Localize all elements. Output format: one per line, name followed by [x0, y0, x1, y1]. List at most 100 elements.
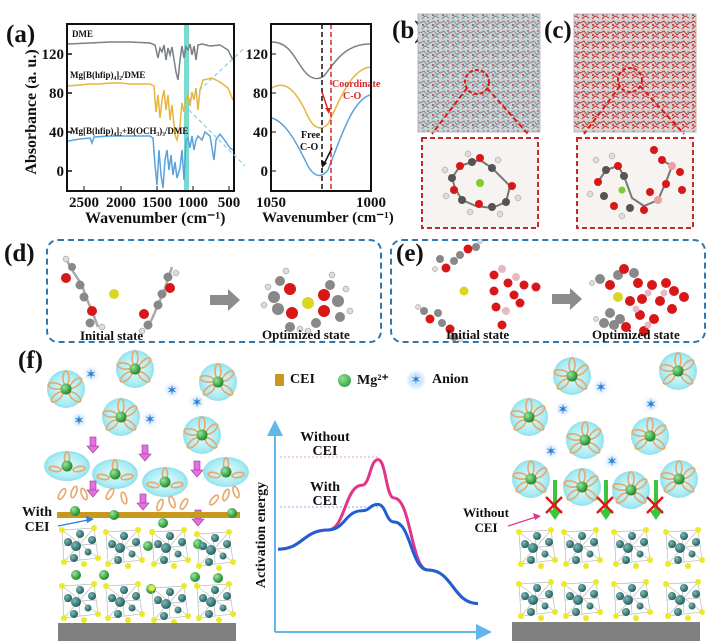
energy-without-label-2: CEI [313, 444, 338, 459]
legend-cei: CEI [275, 372, 315, 388]
transition-arrow-e [552, 288, 582, 310]
energy-with-label-2: CEI [313, 494, 338, 509]
with-cei-label: With CEI [22, 505, 52, 535]
ftir-xtick-500: 500 [218, 195, 241, 211]
free-solvent [57, 485, 240, 512]
activation-energy-chart: Activation energy Without CEI With CEI [254, 420, 492, 640]
zoom-series-dme [271, 41, 371, 80]
ftir-ytick-40: 40 [49, 125, 64, 141]
transition-arrow-d [210, 289, 240, 311]
panel-b-label: (b) [392, 17, 423, 44]
zoom-series-mg [271, 66, 371, 129]
energy-curve-with-cei [277, 502, 479, 606]
panel-e-optimized-caption: Optimized state [592, 327, 680, 342]
energy-ylabel: Activation energy [254, 482, 269, 588]
panel-d-molecules [61, 255, 354, 335]
zoom-series-mgb [271, 94, 371, 177]
mg-ions-left [70, 506, 237, 594]
current-collector-left [58, 623, 236, 641]
free-label-2: C-O [300, 142, 319, 153]
zoom-ytick-0: 0 [261, 164, 269, 180]
free-arrow [323, 147, 333, 165]
panel-f-label: (f) [18, 347, 43, 374]
panel-d-optimized-caption: Optimized state [262, 327, 350, 342]
zoom-ytick-80: 80 [253, 86, 268, 102]
ftir-zoom-chart: Coordinate C-O Free C-O 120 80 40 0 1050… [246, 23, 386, 211]
cei-scheme: ✶ [43, 349, 706, 641]
ftir-frame [66, 23, 235, 192]
free-arrow-head [321, 160, 327, 168]
legend-cei-label: CEI [290, 372, 315, 387]
ftir-label-mgb: Mg[B(hfip)₄]₂+B(OCH₃)₃/DME [70, 126, 188, 136]
md-highlight-c [617, 67, 643, 93]
borate-anion-e [489, 265, 541, 330]
dme-molecule-bottom-e [415, 304, 463, 342]
free-label: Free [301, 130, 321, 141]
coordinate-label-2: C-O [343, 91, 362, 102]
zoom-ytick-40: 40 [253, 125, 268, 141]
legend-anion: ✶ Anion [406, 370, 469, 390]
coordinate-arrow-head [325, 108, 331, 114]
ftir-label-dme: DME [72, 29, 93, 39]
block-cross-icons [545, 496, 664, 514]
ftir-ylabel: Absorbance (a. u.) [23, 49, 40, 174]
without-cei-label-line1: Without [463, 505, 509, 520]
ftir-xtick-1500: 1500 [142, 195, 172, 211]
coordinate-label: Coordinate [332, 79, 381, 90]
dme-molecule-right [138, 266, 180, 335]
ftir-series-dme [67, 41, 234, 81]
ftir-label-mg: Mg[B(hfip)₄]₂/DME [70, 70, 145, 80]
dme-molecule-top-e [432, 239, 483, 273]
zoom-connector-bottom [188, 109, 245, 167]
panel-e-molecules [415, 239, 689, 342]
ftir-chart: Absorbance (a. u.) 120 80 40 0 2500 2000… [23, 23, 245, 211]
md-highlight-b [464, 69, 490, 95]
ftir-series-mgb [67, 130, 234, 189]
energy-with-label-1: With [310, 480, 340, 495]
without-cei-pointer [507, 516, 537, 527]
zoom-xlabel: Wavenumber (cm⁻¹) [262, 210, 394, 226]
without-cei-label-line2: CEI [474, 520, 498, 535]
ftir-ytick-120: 120 [42, 47, 65, 63]
dme-molecule-left [61, 255, 106, 331]
zoom-frame [270, 23, 372, 192]
solvation-structure-c [586, 146, 686, 220]
optimized-complex-e [589, 264, 689, 336]
zoom-connector-top [188, 46, 245, 101]
ftir-xticks: 2500 2000 1500 1000 500 [69, 186, 240, 211]
blocked-arrows [548, 480, 663, 520]
ftir-xlabel: Wavenumber (cm⁻¹) [85, 210, 226, 227]
mg-ion-c [618, 186, 626, 194]
panel-c-label: (c) [544, 17, 572, 44]
highlight-band [184, 24, 189, 190]
with-cei-label-line1: With [22, 505, 53, 520]
mg-ion-e-optimized [613, 292, 623, 302]
md-box-b [417, 13, 541, 133]
ftir-yticks: 120 80 40 0 [42, 47, 72, 180]
panel-e-label: (e) [396, 240, 424, 267]
mg-sphere-icon [338, 374, 351, 387]
zoom-xtick-1050: 1050 [256, 195, 286, 211]
legend-anion-label: Anion [432, 372, 469, 387]
panel-a-label: (a) [6, 21, 36, 48]
mg-ion-e-initial [459, 286, 469, 296]
ftir-xtick-1000: 1000 [178, 195, 208, 211]
with-cei-pointer [57, 519, 89, 527]
energy-curves [277, 458, 479, 606]
mg-ion-d-optimized [302, 297, 314, 309]
ftir-xtick-2500: 2500 [69, 195, 99, 211]
cei-layer [57, 512, 240, 518]
anion-star-icon: ✶ [406, 370, 426, 390]
cathode-clusters-right [515, 526, 706, 622]
mg-ion-b [476, 179, 484, 187]
panel-e-initial-caption: Initial state [446, 327, 510, 342]
zoom-xtick-1000: 1000 [356, 195, 386, 211]
mg-ion-d-initial [109, 289, 119, 299]
coordinate-arrow [321, 91, 329, 111]
cathode-clusters-left [58, 524, 237, 626]
energy-without-label-1: Without [300, 430, 350, 445]
panel-d-label: (d) [4, 240, 35, 267]
panel-e-box [390, 239, 706, 343]
ftir-series-mg [67, 77, 234, 143]
ftir-ytick-80: 80 [49, 86, 64, 102]
